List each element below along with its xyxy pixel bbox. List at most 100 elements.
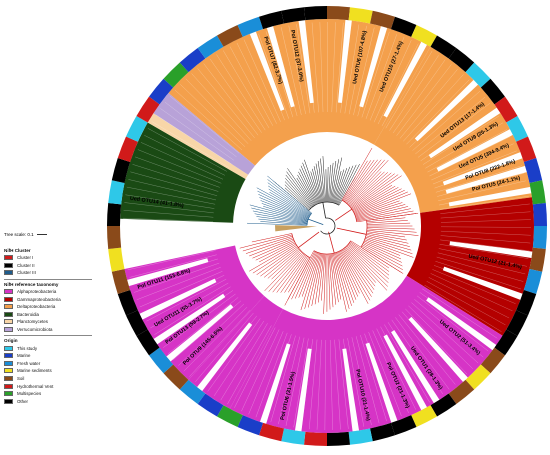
legend-item: Soil	[4, 375, 96, 383]
tree-trunk	[321, 218, 335, 234]
origin-ring-segment	[107, 226, 121, 249]
tree-branch	[349, 172, 385, 206]
legend-label: Bacteroidia	[17, 312, 39, 317]
legend-item: Cluster III	[4, 269, 96, 277]
tree-branch	[354, 189, 402, 213]
legend-label: Hydrothermal Vent	[17, 384, 53, 389]
tree-branch	[341, 250, 370, 300]
tree-branch	[364, 241, 400, 256]
leaf-label-line	[123, 229, 213, 231]
tree-trunk	[337, 228, 366, 234]
legend-swatch	[4, 384, 13, 389]
legend-label: Multispecies	[17, 391, 41, 396]
leaf-label-line	[123, 233, 213, 239]
origin-ring-segment	[327, 6, 350, 20]
origin-ring-segment	[108, 248, 124, 272]
legend-cluster-list: Cluster I Cluster II Cluster III	[4, 254, 96, 277]
legend-swatch	[4, 263, 13, 268]
legend-label: Cluster III	[17, 270, 36, 275]
legend-origin-list: This study Marine Fresh water Marine sedime…	[4, 344, 96, 405]
tree-branch	[332, 254, 341, 300]
tree-branch	[287, 172, 313, 207]
tree-scale-label: Tree scale: 0.1	[4, 232, 34, 237]
tree-branch	[252, 233, 292, 241]
tree-branches	[240, 148, 419, 314]
tree-trunk	[329, 232, 335, 253]
legend-label: Deltaproteobacteria	[17, 304, 55, 309]
legend-label: Cluster I	[17, 255, 33, 260]
legend-item: Alphaproteobacteria	[4, 288, 96, 296]
tree-branch	[357, 211, 414, 221]
tree-branch	[362, 246, 403, 270]
legend-swatch	[4, 353, 13, 358]
tree-branch	[334, 253, 349, 309]
legend-swatch	[4, 368, 13, 373]
origin-ring-segment	[327, 432, 350, 446]
legend-label: Marine	[17, 353, 30, 358]
tree-branch	[265, 252, 302, 291]
tree-branch	[367, 223, 410, 225]
tree-branch	[328, 165, 330, 202]
legend-swatch	[4, 289, 13, 294]
legend-label: Alphaproteobacteria	[17, 289, 56, 294]
origin-ring-segment	[304, 432, 327, 446]
tree-branch	[257, 191, 309, 217]
legend-taxonomy-list: Alphaproteobacteria Gammaproteobacteria De…	[4, 288, 96, 334]
legend-swatch	[4, 255, 13, 260]
legend-item: Marine	[4, 352, 96, 360]
legend-item: Planctomycetes	[4, 318, 96, 326]
tree-trunk	[298, 232, 319, 248]
legend-label: Fresh water	[17, 361, 40, 366]
legend-label: Gammaproteobacteria	[17, 297, 61, 302]
tree-branch	[350, 243, 389, 272]
legend-swatch	[4, 304, 13, 309]
legend-item: Deltaproteobacteria	[4, 303, 96, 311]
legend-label: This study	[17, 346, 37, 351]
legend-divider	[4, 279, 92, 280]
tree-branch	[323, 156, 326, 202]
legend-taxonomy-title: NifH reference taxonomy	[4, 282, 96, 287]
legend-item: Marine sediments	[4, 367, 96, 375]
tree-trunk	[335, 209, 352, 220]
tree-branch	[340, 251, 368, 304]
legend-label: Verrucomicrobiota	[17, 327, 52, 332]
tree-branch	[356, 206, 408, 219]
legend-item: Gammaproteobacteria	[4, 295, 96, 303]
tree-branch	[366, 236, 410, 247]
legend-cluster-title: NifH Cluster	[4, 248, 96, 253]
tree-branch	[305, 253, 320, 309]
legend-swatch	[4, 270, 13, 275]
leaf-label-line	[124, 238, 214, 247]
tree-branch	[367, 220, 408, 223]
legend-item: Multispecies	[4, 390, 96, 398]
legend-swatch	[4, 327, 13, 332]
legend: NifH Cluster Cluster I Cluster II Cluster …	[4, 246, 96, 405]
tree-branch	[333, 171, 341, 203]
tree-branch	[320, 159, 324, 203]
tree-branch	[327, 167, 328, 202]
legend-item: Fresh water	[4, 360, 96, 368]
origin-ring-segment	[304, 6, 327, 20]
legend-item: Cluster II	[4, 262, 96, 270]
legend-item: Bacteroidia	[4, 311, 96, 319]
tree-branch	[367, 229, 417, 232]
legend-item: This study	[4, 344, 96, 352]
tree-branch	[285, 256, 308, 292]
legend-swatch	[4, 297, 13, 302]
tree-branch	[362, 245, 402, 266]
legend-swatch	[4, 312, 13, 317]
legend-swatch	[4, 319, 13, 324]
legend-label: Planctomycetes	[17, 319, 48, 324]
legend-item: Hydrothermal Vent	[4, 382, 96, 390]
tree-branch	[342, 250, 372, 297]
origin-ring-segment	[533, 203, 547, 226]
legend-label: Marine sediments	[17, 368, 52, 373]
leaf-label-line	[125, 242, 214, 255]
tree-branch	[347, 160, 388, 204]
tree-branch	[268, 186, 310, 215]
legend-divider	[4, 335, 92, 336]
legend-swatch	[4, 346, 13, 351]
legend-swatch	[4, 391, 13, 396]
origin-ring-segment	[533, 226, 547, 249]
tree-branch	[336, 167, 350, 204]
